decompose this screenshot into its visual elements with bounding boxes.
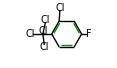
Text: Cl: Cl	[56, 3, 65, 13]
Text: F: F	[86, 29, 92, 39]
Text: Cl: Cl	[38, 26, 48, 36]
Text: Cl: Cl	[41, 15, 50, 25]
Text: Cl: Cl	[25, 29, 35, 39]
Text: Cl: Cl	[40, 42, 49, 52]
